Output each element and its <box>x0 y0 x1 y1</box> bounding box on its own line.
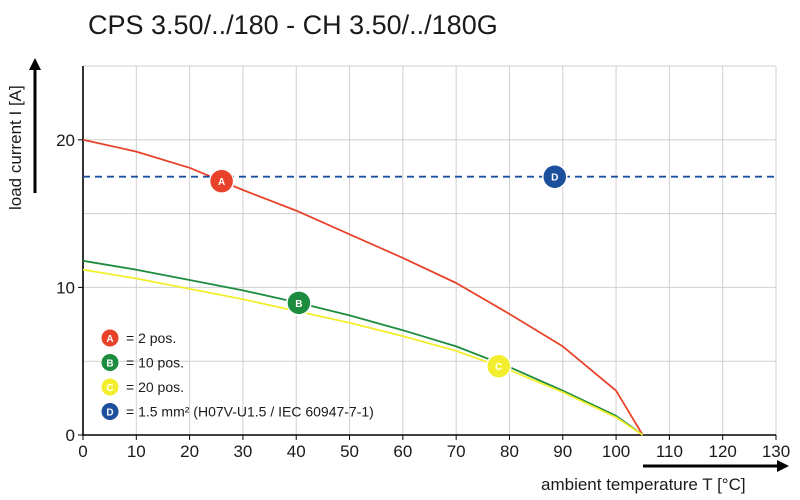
x-tick-label: 100 <box>602 442 630 461</box>
x-tick-label: 30 <box>233 442 252 461</box>
x-tick-label: 0 <box>78 442 87 461</box>
marker-layer: A B C D <box>208 163 568 379</box>
legend-marker-letter: C <box>106 383 113 394</box>
grid <box>83 65 777 435</box>
legend-marker-a <box>100 328 120 348</box>
x-tick-label: 70 <box>447 442 466 461</box>
legend-marker-letter: B <box>106 359 113 370</box>
legend-marker-b <box>100 353 120 372</box>
legend-marker-d <box>100 402 120 421</box>
series-marker-letter: D <box>551 173 558 184</box>
series-layer <box>82 138 776 436</box>
series-marker-a <box>208 168 235 194</box>
y-axis-label: load current I [A] <box>6 85 25 210</box>
x-tick-label: 20 <box>180 442 199 461</box>
x-tick-label: 60 <box>393 442 412 461</box>
x-tick-label: 50 <box>340 442 359 461</box>
legend-label-d: = 1.5 mm² (H07V-U1.5 / IEC 60947-7-1) <box>126 404 374 420</box>
legend-marker-letter: D <box>106 408 113 419</box>
chart-title: CPS 3.50/../180 - CH 3.50/../180G <box>88 10 498 40</box>
x-tick-label: 120 <box>709 442 737 461</box>
y-tick-label: 10 <box>56 278 75 297</box>
legend-marker-c <box>100 377 120 397</box>
legend-label-b: = 10 pos. <box>126 355 184 371</box>
x-tick-label: 90 <box>553 442 572 461</box>
x-tick-label: 110 <box>656 442 683 461</box>
series-marker-b <box>286 290 312 316</box>
legend-marker-letter: A <box>106 334 113 345</box>
x-tick-label: 130 <box>762 442 790 461</box>
axes: 0 10 20 30 40 50 60 70 80 90 100 110 120 130 0 10 20 <box>29 58 790 472</box>
x-tick-label: 80 <box>500 442 519 461</box>
series-line-b <box>82 259 644 436</box>
legend-label-c: = 20 pos. <box>126 379 184 395</box>
series-marker-letter: C <box>495 362 502 373</box>
x-axis-label: ambient temperature T [°C] <box>541 475 746 494</box>
series-line-a <box>82 138 644 436</box>
x-tick-label: 40 <box>287 442 306 461</box>
series-line-c <box>82 268 644 436</box>
series-marker-c <box>486 353 512 379</box>
y-tick-label: 20 <box>56 131 75 150</box>
legend-label-a: = 2 pos. <box>126 330 176 346</box>
series-marker-d <box>542 163 568 190</box>
legend: A = 2 pos. B = 10 pos. C = 20 pos. D = 1.5 mm² … <box>100 328 374 421</box>
x-tick-label: 10 <box>127 442 146 461</box>
series-marker-letter: A <box>218 177 225 188</box>
y-tick-label: 0 <box>66 426 75 445</box>
series-marker-letter: B <box>295 299 302 310</box>
